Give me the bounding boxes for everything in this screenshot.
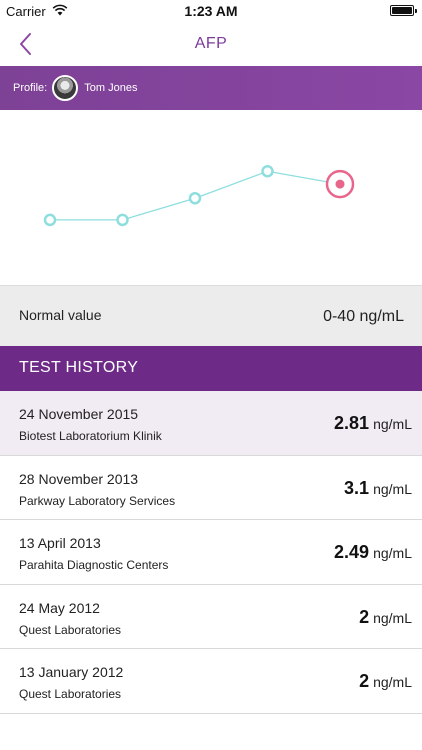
data-point[interactable]	[261, 165, 274, 178]
status-bar: Carrier 1:23 AM	[0, 0, 422, 22]
normal-value-range: 0-40 ng/mL	[323, 308, 404, 325]
result-unit: ng/mL	[373, 480, 412, 497]
history-row[interactable]: 24 November 2015 Biotest Laboratorium Kl…	[0, 391, 422, 456]
lab-name: Quest Laboratories	[19, 622, 122, 637]
back-chevron-icon[interactable]	[14, 30, 38, 58]
test-history-header: TEST HISTORY	[0, 346, 422, 391]
result-value: 2	[359, 606, 370, 627]
test-history-title: TEST HISTORY	[19, 359, 139, 376]
result-unit: ng/mL	[373, 416, 412, 432]
test-date: 13 January 2012	[19, 664, 124, 680]
normal-value-label: Normal value	[19, 307, 102, 323]
test-date: 28 November 2013	[19, 470, 139, 487]
result-unit: ng/mL	[373, 545, 412, 561]
test-date: 24 May 2012	[19, 599, 100, 616]
test-date: 24 November 2015	[19, 406, 139, 422]
normal-value-row: Normal value 0-40 ng/mL	[0, 285, 422, 346]
data-point[interactable]	[116, 213, 129, 227]
result-value: 2.49	[334, 542, 370, 562]
profile-name: Tom Jones	[84, 82, 138, 94]
history-row[interactable]: 13 April 2013 Parahita Diagnostic Center…	[0, 520, 422, 585]
profile-bar[interactable]: Profile: Tom Jones	[0, 66, 422, 110]
test-result: 2.49 ng/mL	[334, 542, 412, 563]
result-unit: ng/mL	[373, 609, 412, 626]
history-row[interactable]: 13 January 2012 Quest Laboratories 2 ng/m…	[0, 649, 422, 714]
history-row[interactable]: 28 November 2013 Parkway Laboratory Serv…	[0, 455, 422, 520]
afp-trend-chart	[0, 110, 422, 285]
data-point[interactable]	[188, 191, 202, 205]
battery-icon	[390, 5, 417, 16]
avatar	[52, 75, 79, 101]
result-unit: ng/mL	[373, 674, 412, 690]
data-point[interactable]	[43, 213, 57, 227]
result-value: 2.81	[334, 413, 370, 433]
carrier-label: Carrier	[6, 4, 46, 19]
page-title: AFP	[194, 35, 228, 52]
navigation-bar: AFP	[0, 22, 422, 66]
lab-name: Parkway Laboratory Services	[19, 493, 176, 508]
test-result: 2 ng/mL	[359, 671, 412, 692]
lab-name: Quest Laboratories	[19, 687, 122, 701]
clock: 1:23 AM	[184, 3, 238, 19]
test-date: 13 April 2013	[19, 535, 101, 551]
selected-point-dot	[335, 179, 345, 189]
test-history-list: 24 November 2015 Biotest Laboratorium Kl…	[0, 391, 422, 714]
profile-label: Profile:	[13, 82, 48, 94]
wifi-icon	[52, 4, 68, 16]
test-result: 2.81 ng/mL	[334, 413, 412, 434]
lab-name: Biotest Laboratorium Klinik	[19, 429, 162, 443]
history-row[interactable]: 24 May 2012 Quest Laboratories 2 ng/mL	[0, 584, 422, 649]
result-value: 2	[359, 671, 370, 691]
test-result: 3.1 ng/mL	[344, 478, 412, 499]
chart-canvas	[43, 165, 355, 227]
test-result: 2 ng/mL	[359, 607, 412, 628]
lab-name: Parahita Diagnostic Centers	[19, 558, 169, 572]
result-value: 3.1	[344, 477, 370, 498]
